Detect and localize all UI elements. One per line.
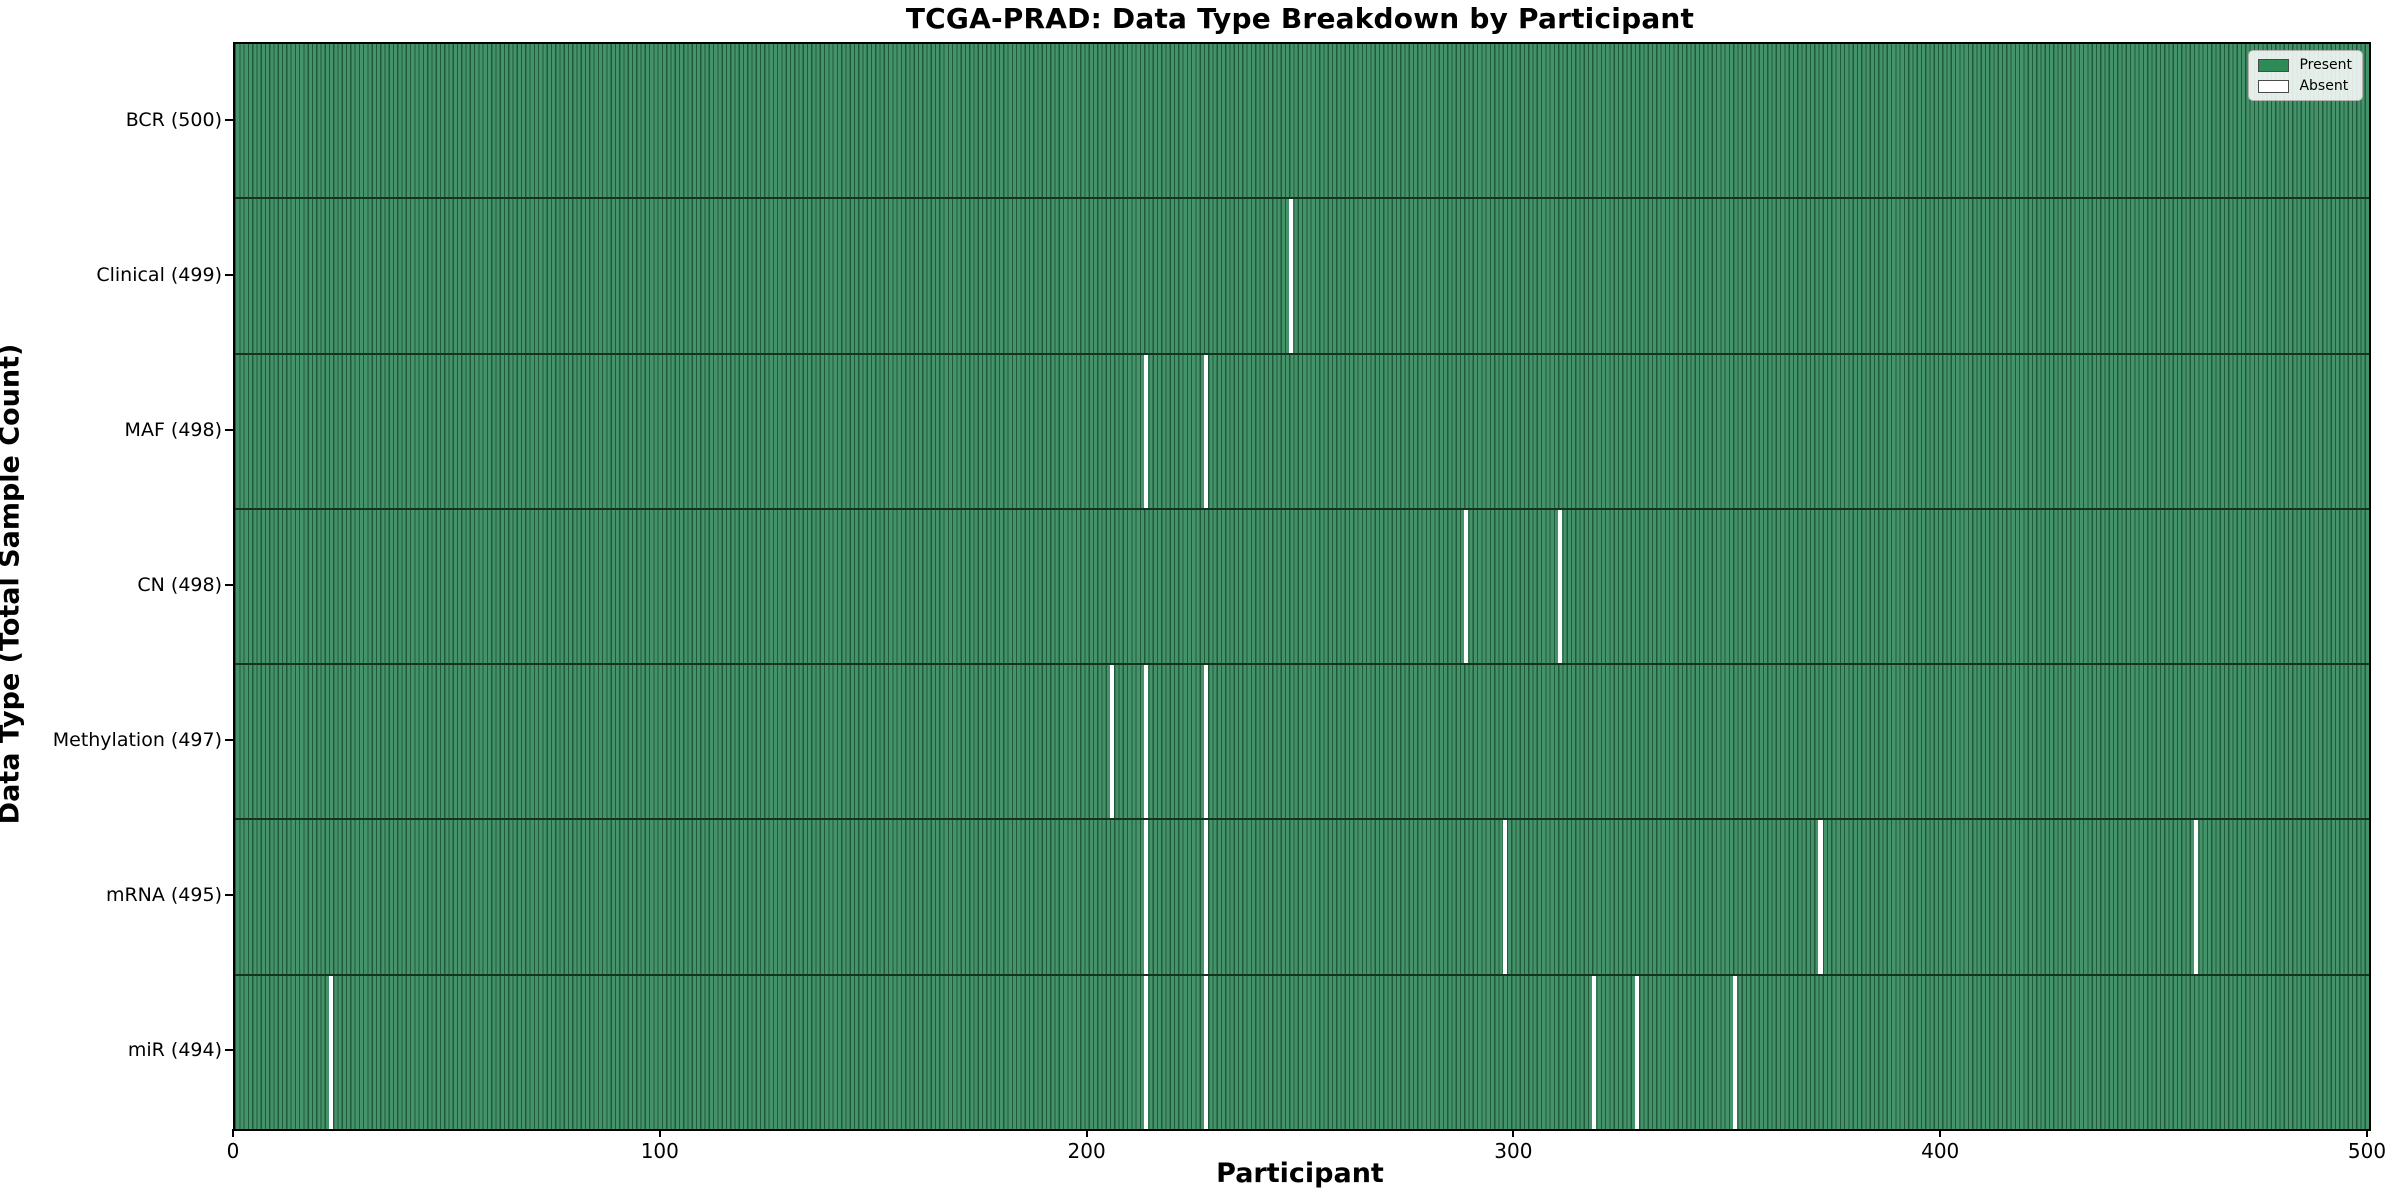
absent-gap: [1109, 665, 1115, 819]
x-tick-mark: [2366, 1129, 2368, 1137]
y-tick-mark: [225, 273, 233, 276]
heatmap-row-methylation: [235, 663, 2369, 819]
absent-gap: [328, 975, 334, 1129]
y-tick-mark: [225, 893, 233, 896]
absent-gap: [1144, 975, 1149, 1129]
legend: Present Absent: [2248, 50, 2363, 101]
y-tick-label-cn: CN (498): [137, 573, 222, 596]
absent-gap: [1203, 354, 1209, 508]
legend-swatch-absent: [2258, 79, 2290, 93]
y-tick-marks: [225, 42, 233, 1127]
x-tick-label-100: 100: [640, 1139, 679, 1163]
absent-gap: [1818, 820, 1823, 974]
absent-gap: [1144, 820, 1149, 974]
y-tick-labels: BCR (500) Clinical (499) MAF (498) CN (498)…: [0, 42, 222, 1127]
heatmap-rows: [235, 44, 2369, 1129]
absent-gap: [1144, 665, 1149, 819]
x-tick-label-200: 200: [1067, 1139, 1106, 1163]
x-tick-mark: [232, 1129, 234, 1137]
y-tick-label-mir: miR (494): [127, 1038, 222, 1061]
x-tick-mark: [658, 1129, 661, 1137]
absent-gap: [1502, 820, 1507, 974]
absent-gap: [1733, 975, 1738, 1129]
x-tick-label-400: 400: [1921, 1139, 1960, 1163]
heatmap-row-mir: [235, 973, 2369, 1129]
x-tick-label-500: 500: [2347, 1139, 2387, 1163]
heatmap-row-bcr: [235, 44, 2369, 198]
y-tick-label-bcr: BCR (500): [125, 108, 222, 131]
absent-gap: [2194, 820, 2199, 974]
legend-swatch-present: [2258, 58, 2290, 72]
y-tick-mark: [225, 1048, 233, 1051]
y-tick-mark: [225, 428, 233, 431]
y-tick-mark: [225, 738, 233, 741]
legend-label: Present: [2299, 57, 2352, 73]
heatmap-row-cn: [235, 507, 2369, 664]
y-tick-mark: [225, 583, 233, 586]
x-tick-area: 0 100 200 300 400 500: [227, 1129, 2386, 1169]
absent-gap: [1634, 975, 1640, 1129]
absent-gap: [1144, 354, 1149, 508]
x-tick-label-0: 0: [226, 1139, 240, 1163]
y-tick-label-clinical: Clinical (499): [96, 263, 222, 286]
heatmap-row-clinical: [235, 197, 2369, 353]
legend-entry-absent: Absent: [2258, 79, 2352, 93]
x-axis-label: Participant: [1216, 1158, 1384, 1189]
chart-title: TCGA-PRAD: Data Type Breakdown by Partic…: [905, 2, 1695, 35]
x-tick-mark: [1085, 1129, 1088, 1137]
absent-gap: [1203, 975, 1209, 1129]
heatmap-row-mrna: [235, 818, 2369, 974]
absent-gap: [1558, 509, 1563, 664]
x-tick-mark: [1512, 1129, 1515, 1137]
absent-gap: [1464, 509, 1469, 664]
y-tick-label-mrna: mRNA (495): [105, 883, 222, 906]
x-tick-mark: [1939, 1129, 1942, 1137]
absent-gap: [1203, 665, 1209, 819]
absent-gap: [1289, 199, 1294, 353]
absent-gap: [1592, 975, 1597, 1129]
absent-gap: [1203, 820, 1209, 974]
legend-label: Absent: [2299, 78, 2349, 94]
y-tick-mark: [225, 118, 233, 121]
legend-entry-present: Present: [2258, 58, 2352, 72]
heatmap-row-maf: [235, 352, 2369, 508]
plot-area: Present Absent: [233, 42, 2371, 1131]
x-tick-label-300: 300: [1494, 1139, 1533, 1163]
y-tick-label-maf: MAF (498): [124, 418, 222, 441]
y-tick-label-methylation: Methylation (497): [52, 728, 222, 751]
